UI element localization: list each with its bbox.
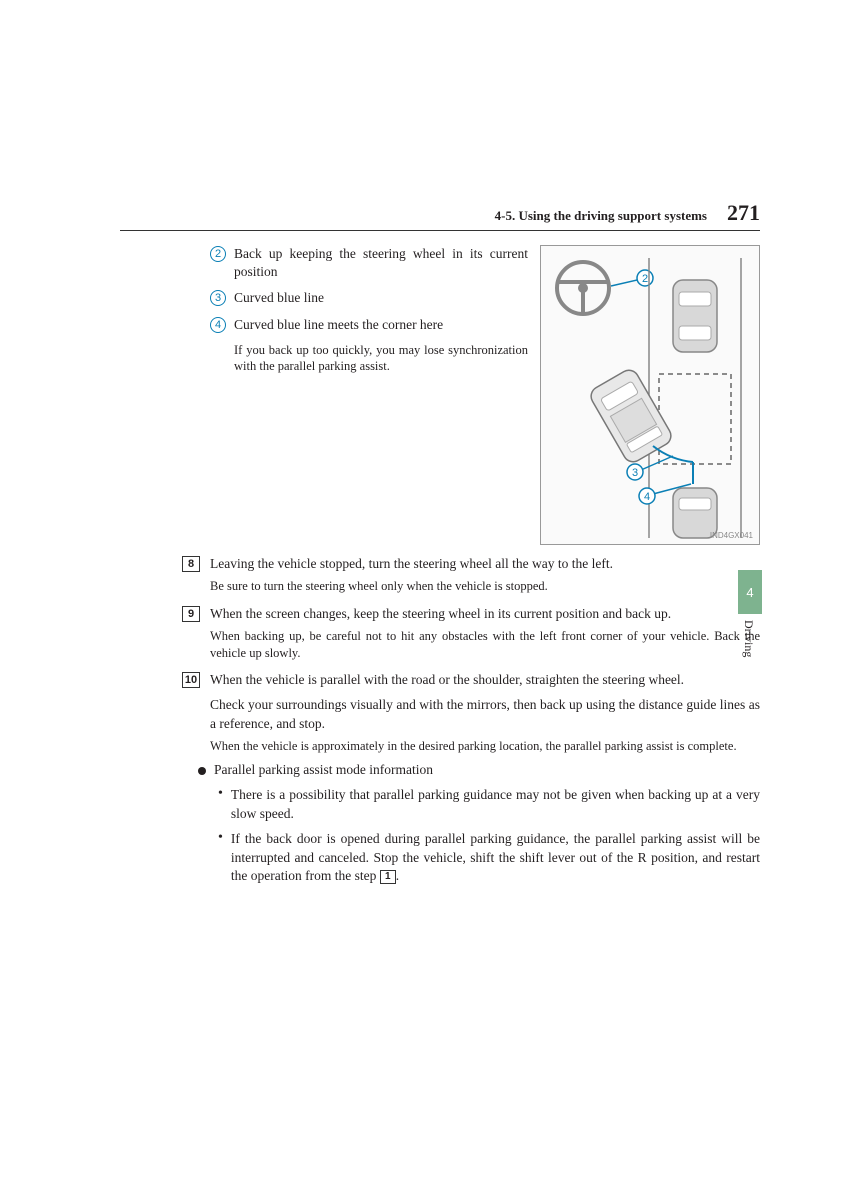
svg-text:2: 2 <box>642 273 648 285</box>
step-8: 8 Leaving the vehicle stopped, turn the … <box>210 555 760 595</box>
step-text: When the screen changes, keep the steeri… <box>210 605 760 624</box>
diagram-svg: 2 <box>541 246 761 546</box>
sub-text: If the back door is opened during parall… <box>231 830 760 887</box>
top-note: If you back up too quickly, you may lose… <box>234 342 528 375</box>
top-row: 2 Back up keeping the steering wheel in … <box>210 245 760 545</box>
step-10: 10 When the vehicle is parallel with the… <box>210 671 760 755</box>
section-title: 4-5. Using the driving support systems <box>495 208 707 224</box>
bullet-title: Parallel parking assist mode information <box>214 761 433 780</box>
svg-text:3: 3 <box>632 467 638 479</box>
page-content: 4-5. Using the driving support systems 2… <box>120 200 760 886</box>
step-text: Leaving the vehicle stopped, turn the st… <box>210 555 760 574</box>
chapter-tab: 4 <box>738 570 762 614</box>
diagram-code: IND4GX041 <box>710 531 753 540</box>
circle-marker-2: 2 <box>210 246 226 262</box>
chapter-label: Driving <box>741 620 756 657</box>
step-9: 9 When the screen changes, keep the stee… <box>210 605 760 662</box>
dot-icon: • <box>218 786 223 802</box>
step-note: Be sure to turn the steering wheel only … <box>210 578 760 595</box>
step-note: When backing up, be careful not to hit a… <box>210 628 760 662</box>
left-column: 2 Back up keeping the steering wheel in … <box>210 245 528 374</box>
step-note: When the vehicle is approximately in the… <box>210 738 760 755</box>
bullet-title-line: Parallel parking assist mode information <box>198 761 760 780</box>
svg-text:4: 4 <box>644 491 650 503</box>
sub-bullet-2: • If the back door is opened during para… <box>218 830 760 887</box>
circle-marker-3: 3 <box>210 290 226 306</box>
step-box-10: 10 <box>182 672 200 688</box>
chapter-number: 4 <box>746 585 753 600</box>
step-box-9: 9 <box>182 606 200 622</box>
content-body: 2 Back up keeping the steering wheel in … <box>120 245 760 886</box>
step-box-8: 8 <box>182 556 200 572</box>
circ-item-3: 3 Curved blue line <box>210 289 528 307</box>
circ-item-4: 4 Curved blue line meets the corner here <box>210 316 528 334</box>
circ-text: Back up keeping the steering wheel in it… <box>234 245 528 281</box>
dot-icon: • <box>218 830 223 846</box>
page-number: 271 <box>727 200 760 226</box>
bullet-icon <box>198 767 206 775</box>
parking-diagram: 2 <box>540 245 760 545</box>
circ-text: Curved blue line <box>234 289 324 307</box>
page-header: 4-5. Using the driving support systems 2… <box>120 200 760 231</box>
circ-text: Curved blue line meets the corner here <box>234 316 443 334</box>
sub-text: There is a possibility that parallel par… <box>231 786 760 824</box>
sub-bullet-1: • There is a possibility that parallel p… <box>218 786 760 824</box>
circle-marker-4: 4 <box>210 317 226 333</box>
sub-text-body: If the back door is opened during parall… <box>231 831 760 884</box>
step-text: When the vehicle is parallel with the ro… <box>210 671 760 690</box>
circ-item-2: 2 Back up keeping the steering wheel in … <box>210 245 528 281</box>
inline-step-ref: 1 <box>380 870 396 884</box>
step-after: Check your surroundings visually and wit… <box>210 696 760 734</box>
